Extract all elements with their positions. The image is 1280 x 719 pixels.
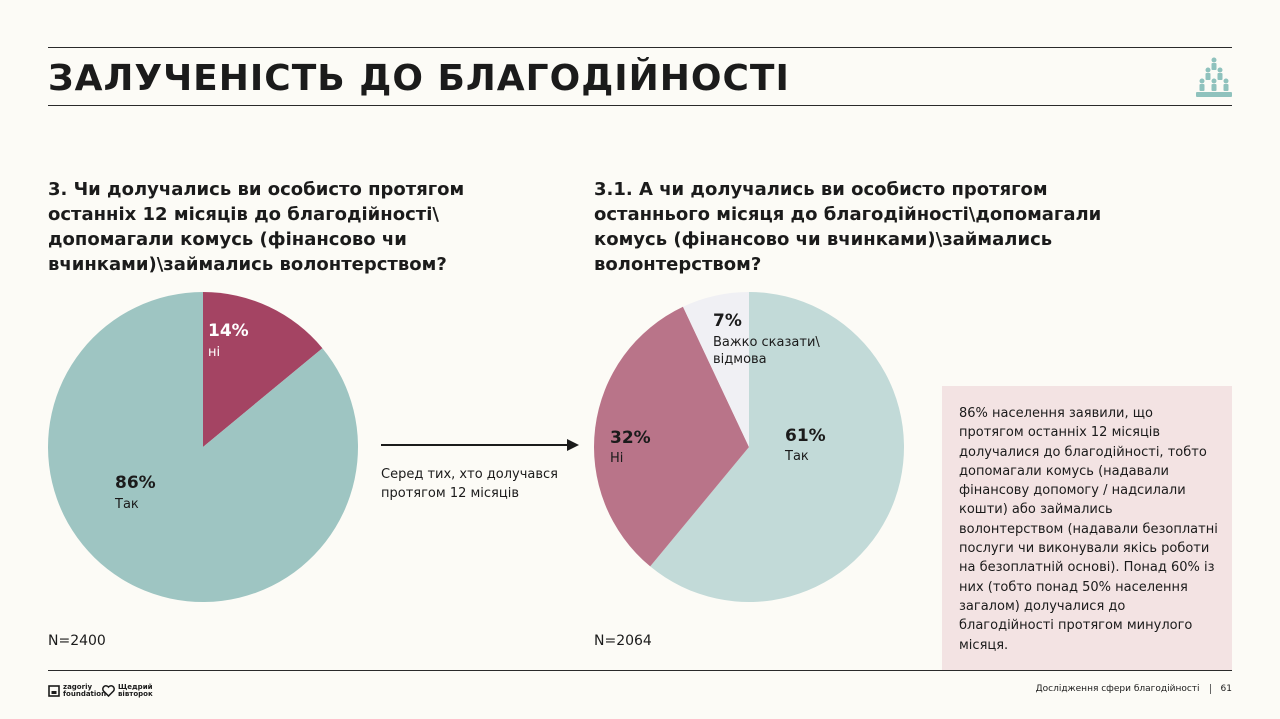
question-left: 3. Чи долучались ви особисто протягом ос… <box>48 179 465 275</box>
page-title: ЗАЛУЧЕНІСТЬ ДО БЛАГОДІЙНОСТІ <box>48 58 790 99</box>
pie-left-yes-label: Так <box>115 497 139 512</box>
pie-left-slice-1 <box>47 292 359 602</box>
report-title: Дослідження сфери благодійності <box>1035 684 1200 694</box>
pie-left-slice-0 <box>203 292 323 447</box>
title-rule <box>48 105 1232 106</box>
footer-right: Дослідження сфери благодійності 61 <box>1036 684 1232 694</box>
zagoriy-foundation-logo: zagoriy foundation <box>48 684 106 698</box>
summary-note: 86% населення заявили, що протягом остан… <box>942 386 1232 670</box>
pie-right-unsure-value: 7% <box>713 311 742 331</box>
sample-size-left: N=2400 <box>48 633 106 649</box>
zagoriy-logo-line2: foundation <box>63 690 107 698</box>
giving-tuesday-logo: Щедрий вівторок <box>102 684 153 698</box>
zagoriy-logo-line1: zagoriy <box>63 683 93 691</box>
zagoriy-logo-icon <box>48 685 60 697</box>
summary-note-text: 86% населення заявили, що протягом остан… <box>959 406 1218 653</box>
sample-size-right: N=2064 <box>594 633 652 649</box>
pie-right-slice-2 <box>683 292 749 447</box>
pie-left-yes-value: 86% <box>115 473 156 493</box>
question-right: 3.1. А чи долучались ви особисто протяго… <box>594 179 1102 275</box>
pie-right-yes-label: Так <box>785 449 809 464</box>
pie-right-unsure-label: Важко сказати\ відмова <box>713 335 820 367</box>
pie-right-no-value: 32% <box>610 428 651 448</box>
arrow-right-icon <box>381 439 579 451</box>
footer-separator <box>1209 684 1211 694</box>
heart-icon <box>102 685 115 697</box>
giving-tuesday-line1: Щедрий <box>118 683 153 691</box>
giving-tuesday-line2: вівторок <box>118 690 153 698</box>
pie-chart-last-month <box>594 292 904 602</box>
page-number: 61 <box>1220 684 1232 694</box>
people-group-icon <box>1196 57 1232 97</box>
pie-left-no-label: ні <box>208 345 221 360</box>
pie-left-no-value: 14% <box>208 321 249 341</box>
connector-text: Серед тих, хто долучався протягом 12 міс… <box>381 467 558 501</box>
pie-right-no-label: Ні <box>610 451 624 466</box>
footer-rule <box>48 670 1232 671</box>
pie-right-slice-0 <box>650 292 904 602</box>
pie-right-slice-1 <box>594 306 749 567</box>
top-rule <box>48 47 1232 48</box>
pie-right-yes-value: 61% <box>785 426 826 446</box>
pie-chart-12-months <box>47 292 359 602</box>
